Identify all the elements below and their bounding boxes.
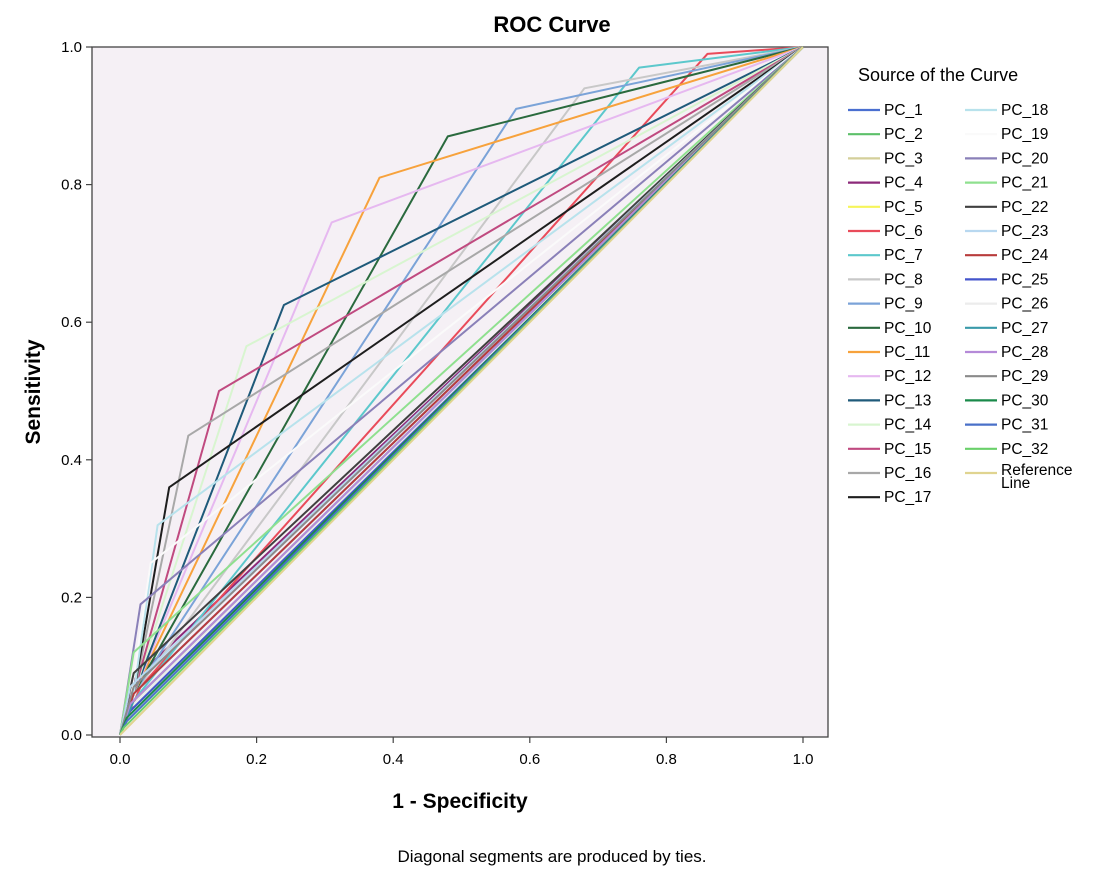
legend-label: PC_21 bbox=[1001, 175, 1048, 192]
y-tick-label: 0.4 bbox=[61, 452, 82, 469]
legend-label: PC_11 bbox=[884, 344, 930, 361]
axis-ticks: 0.0 0.2 0.4 0.6 0.8 1.0 0.0 0.2 0.4 0.6 0.8 1.0 bbox=[61, 39, 813, 768]
y-tick-label: 1.0 bbox=[61, 39, 82, 56]
legend-label: PC_10 bbox=[884, 320, 932, 337]
legend-label: PC_30 bbox=[1001, 392, 1049, 409]
y-tick-label: 0.6 bbox=[61, 314, 82, 331]
x-tick-label: 0.0 bbox=[110, 751, 131, 768]
legend-label: PC_32 bbox=[1001, 441, 1048, 458]
legend-label: PC_2 bbox=[884, 126, 923, 143]
legend-label: PC_26 bbox=[1001, 296, 1048, 313]
legend-label: PC_15 bbox=[884, 441, 931, 458]
series-line-33 bbox=[119, 46, 804, 736]
legend-label: PC_13 bbox=[884, 392, 931, 409]
x-tick-label: 0.4 bbox=[383, 751, 404, 768]
legend-label: PC_12 bbox=[884, 368, 931, 385]
legend-label: PC_25 bbox=[1001, 271, 1048, 288]
legend-label: PC_31 bbox=[1001, 417, 1048, 434]
y-tick-label: 0.2 bbox=[61, 589, 82, 606]
legend-label: PC_6 bbox=[884, 223, 923, 240]
y-axis-title: Sensitivity bbox=[22, 339, 45, 444]
legend-label: PC_14 bbox=[884, 417, 932, 434]
footnote: Diagonal segments are produced by ties. bbox=[397, 847, 706, 866]
series-lines bbox=[119, 46, 804, 736]
x-tick-label: 0.6 bbox=[519, 751, 540, 768]
legend-label: PC_4 bbox=[884, 175, 923, 192]
series-line-29 bbox=[119, 46, 804, 736]
legend-label: PC_16 bbox=[884, 465, 931, 482]
legend-label: PC_18 bbox=[1001, 102, 1048, 119]
legend-label: PC_9 bbox=[884, 296, 923, 313]
legend-title: Source of the Curve bbox=[858, 65, 1018, 85]
legend-label: PC_22 bbox=[1001, 199, 1048, 216]
legend-label: PC_7 bbox=[884, 247, 923, 264]
x-tick-label: 0.2 bbox=[246, 751, 267, 768]
legend-label: PC_20 bbox=[1001, 150, 1049, 167]
legend-label: PC_17 bbox=[884, 489, 931, 506]
x-axis-title: 1 - Specificity bbox=[392, 790, 528, 813]
legend-label: PC_5 bbox=[884, 199, 923, 216]
legend: PC_1 PC_2 PC_3 PC_4 PC_5 PC_6 PC_7 PC_8 PC_9 PC_1… bbox=[848, 102, 1073, 506]
legend-label: PC_3 bbox=[884, 150, 923, 167]
legend-label: Reference Line bbox=[1001, 462, 1073, 492]
legend-label: PC_24 bbox=[1001, 247, 1049, 264]
series-line-21 bbox=[119, 46, 804, 736]
legend-label: PC_27 bbox=[1001, 320, 1048, 337]
y-tick-label: 0.0 bbox=[61, 727, 82, 744]
legend-label: PC_29 bbox=[1001, 368, 1048, 385]
x-tick-label: 0.8 bbox=[656, 751, 677, 768]
legend-label: PC_23 bbox=[1001, 223, 1048, 240]
legend-label: PC_8 bbox=[884, 271, 923, 288]
legend-label: PC_19 bbox=[1001, 126, 1048, 143]
x-tick-label: 1.0 bbox=[793, 751, 814, 768]
legend-label: PC_28 bbox=[1001, 344, 1048, 361]
chart-title: ROC Curve bbox=[493, 12, 610, 37]
legend-label: PC_1 bbox=[884, 102, 923, 119]
y-tick-label: 0.8 bbox=[61, 177, 82, 194]
